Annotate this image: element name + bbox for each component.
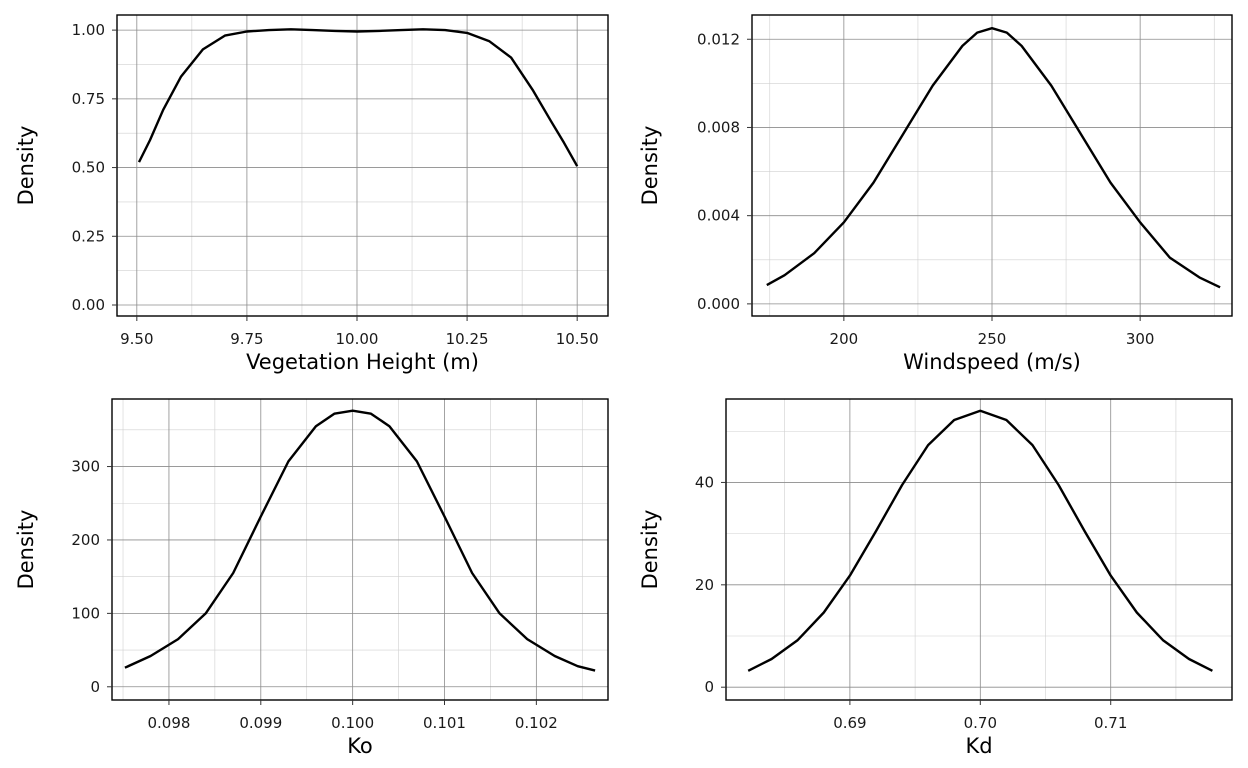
y-tick-label: 40: [695, 473, 714, 491]
x-tick-label: 250: [978, 330, 1007, 348]
plot-frame: [116, 14, 609, 317]
x-tick-label: 0.69: [833, 714, 866, 732]
plot-frame: [725, 398, 1233, 701]
y-axis-title: Density: [14, 126, 38, 206]
y-tick-label: 0.000: [697, 295, 740, 313]
density-curve: [766, 27, 1221, 289]
y-tick-label: 0.75: [72, 90, 105, 108]
y-tick-label: 0: [704, 678, 714, 696]
y-tick-label: 1.00: [72, 21, 105, 39]
density-curve: [124, 409, 596, 672]
y-tick-label: 0.00: [72, 296, 105, 314]
y-axis-title: Density: [638, 510, 662, 590]
plot-frame: [111, 398, 609, 701]
ko-density-panel: 0.098 0.099 0.100 0.101 0.102 0 100 200 300 Ko Den…: [14, 398, 609, 758]
windspeed-density-panel: 200 250 300 0.000 0.004 0.008 0.012 Windspeed (…: [638, 14, 1233, 374]
x-tick-label: 0.101: [423, 714, 466, 732]
y-tick-label: 0: [90, 678, 100, 696]
x-tick-label: 0.099: [239, 714, 282, 732]
x-tick-label: 10.50: [556, 330, 599, 348]
x-tick-label: 0.71: [1094, 714, 1127, 732]
x-tick-label: 0.70: [964, 714, 997, 732]
y-tick-label: 0.50: [72, 159, 105, 177]
x-tick-label: 9.50: [120, 330, 153, 348]
x-axis-title: Windspeed (m/s): [903, 350, 1081, 374]
x-tick-label: 10.00: [336, 330, 379, 348]
y-tick-label: 200: [71, 531, 100, 549]
x-tick-label: 300: [1126, 330, 1155, 348]
y-tick-label: 0.012: [697, 30, 740, 48]
y-tick-label: 0.008: [697, 118, 740, 136]
density-curve: [137, 28, 579, 167]
x-tick-label: 9.75: [230, 330, 263, 348]
x-axis-title: Vegetation Height (m): [246, 350, 479, 374]
density-curve: [747, 409, 1213, 672]
plot-background: [112, 399, 608, 700]
x-axis-title: Ko: [347, 734, 373, 758]
x-tick-label: 0.100: [331, 714, 374, 732]
y-tick-label: 100: [71, 604, 100, 622]
x-axis-title: Kd: [965, 734, 992, 758]
y-tick-label: 0.004: [697, 207, 740, 225]
y-tick-label: 300: [71, 458, 100, 476]
kd-density-panel: 0.69 0.70 0.71 0 20 40 Kd Density: [638, 398, 1233, 758]
vegetation-height-density-panel: 9.50 9.75 10.00 10.25 10.50 0.00 0.25 0.50 0.75 1…: [14, 14, 609, 374]
plot-background: [117, 15, 608, 316]
y-axis-title: Density: [638, 126, 662, 206]
y-tick-label: 0.25: [72, 227, 105, 245]
y-axis-title: Density: [14, 510, 38, 590]
x-tick-label: 0.098: [147, 714, 190, 732]
plot-background: [726, 399, 1232, 700]
x-tick-label: 200: [830, 330, 859, 348]
y-tick-label: 20: [695, 576, 714, 594]
x-tick-label: 10.25: [446, 330, 489, 348]
x-tick-label: 0.102: [515, 714, 558, 732]
